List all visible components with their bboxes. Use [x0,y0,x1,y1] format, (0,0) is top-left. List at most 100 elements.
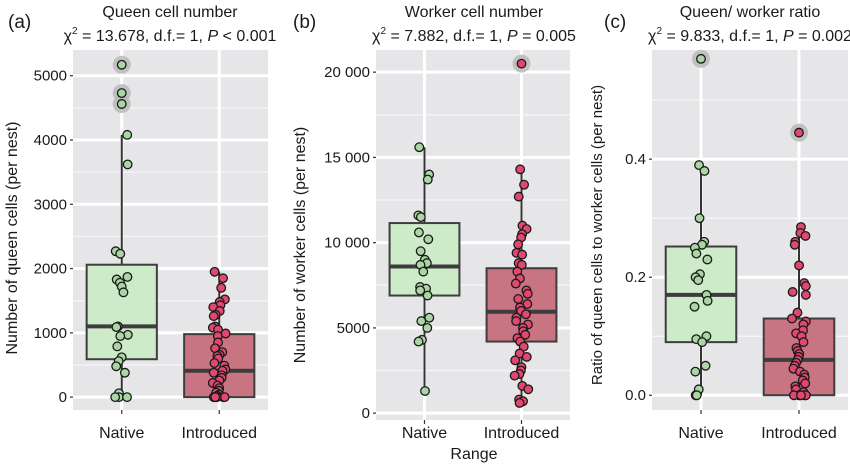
data-point [516,58,527,69]
data-point [697,337,708,348]
data-point [800,378,811,389]
data-point [702,254,713,265]
panel-label: (c) [604,12,626,33]
data-point [116,88,127,99]
panel-c: (c) Queen/ worker ratio χ2 = 9.833, d.f.… [589,4,850,442]
data-point [122,271,133,282]
y-tick-label: 20 000 [324,64,370,81]
x-tick-label: Native [402,425,447,442]
panel-label: (b) [293,12,316,33]
data-point [787,313,797,324]
y-axis-label: Number of queen cells (per nest) [4,122,21,355]
data-point [218,273,228,284]
data-point [115,248,126,259]
data-point [694,160,705,171]
data-point [523,384,534,395]
y-tick-label: 15 000 [324,149,370,166]
data-point [119,367,130,378]
x-tick-label: Introduced [761,425,837,442]
x-tick-label: Native [678,425,723,442]
stats-line: χ2 = 9.833, d.f.= 1, P = 0.002 [648,26,850,45]
data-point [787,287,798,297]
data-point [800,281,811,292]
data-point [696,53,706,64]
plot-area: 0 1000 2000 3000 4000 5000 Native Introduced [34,50,268,442]
data-point [792,307,803,318]
y-tick-label: 0.0 [625,387,646,404]
data-point [796,390,806,401]
data-point [515,164,526,175]
data-point [118,287,129,298]
y-tick-label: 3000 [34,196,67,213]
data-point [111,322,122,333]
chart-title: Queen/ worker ratio [680,4,821,21]
data-point [522,288,533,299]
data-point [520,309,531,320]
x-tick-label: Introduced [181,425,257,442]
data-point [209,358,220,369]
panel-a: (a) Queen cell number χ2 = 13.678, d.f.=… [4,4,276,442]
data-point [517,249,528,260]
data-point [699,166,710,176]
panel-label: (a) [8,12,31,33]
y-axis-label: Ratio of queen cells to worker cells (pe… [589,85,606,385]
data-point [415,212,426,223]
data-point [690,366,701,377]
data-point [420,386,430,396]
data-point [514,397,525,408]
x-tick-label: Introduced [484,425,560,442]
data-point [511,316,522,327]
data-point [510,278,521,289]
data-point [413,227,424,238]
data-point [519,179,530,190]
data-point [208,311,219,322]
data-point [209,266,220,277]
data-point [513,191,524,202]
data-point [110,392,121,403]
stats-line: χ2 = 13.678, d.f.= 1, P < 0.001 [64,26,277,45]
data-point [116,99,127,109]
data-point [416,316,427,327]
data-point [210,392,221,403]
data-point [216,282,227,293]
y-tick-label: 0.4 [625,151,646,168]
data-point [111,361,122,372]
y-tick-label: 5000 [34,68,67,85]
stats-line: χ2 = 7.882, d.f.= 1, P = 0.005 [372,26,576,45]
data-point [422,290,433,301]
data-point [689,301,700,312]
plot-area: 0 5000 10 000 15 000 20 000 Native Introduced [324,50,570,442]
data-point [414,142,425,153]
data-point [422,322,433,333]
plot-area: 0.0 0.2 0.4 Native Introduced [625,49,848,442]
data-point [413,336,424,347]
data-point [423,234,434,245]
data-point [798,337,809,348]
chart-title: Queen cell number [102,4,238,21]
data-point [122,159,133,170]
data-point [700,360,711,371]
y-tick-label: 5000 [337,320,370,337]
data-point [122,392,132,403]
data-point [510,355,521,366]
data-point [422,174,433,185]
data-point [521,351,532,362]
data-point [800,289,811,300]
data-point [516,259,527,270]
y-tick-label: 2000 [34,261,67,278]
x-tick-label: Native [99,425,144,442]
data-point [694,213,705,224]
data-point [415,246,426,257]
data-point [691,390,702,401]
data-point [116,59,127,70]
data-point [800,230,811,241]
data-point [122,129,133,140]
y-tick-label: 4000 [34,132,67,149]
data-point [418,266,429,277]
data-point [513,239,524,250]
y-tick-label: 0 [59,389,67,406]
data-point [794,260,805,271]
data-point [513,293,524,304]
data-point [112,341,123,352]
